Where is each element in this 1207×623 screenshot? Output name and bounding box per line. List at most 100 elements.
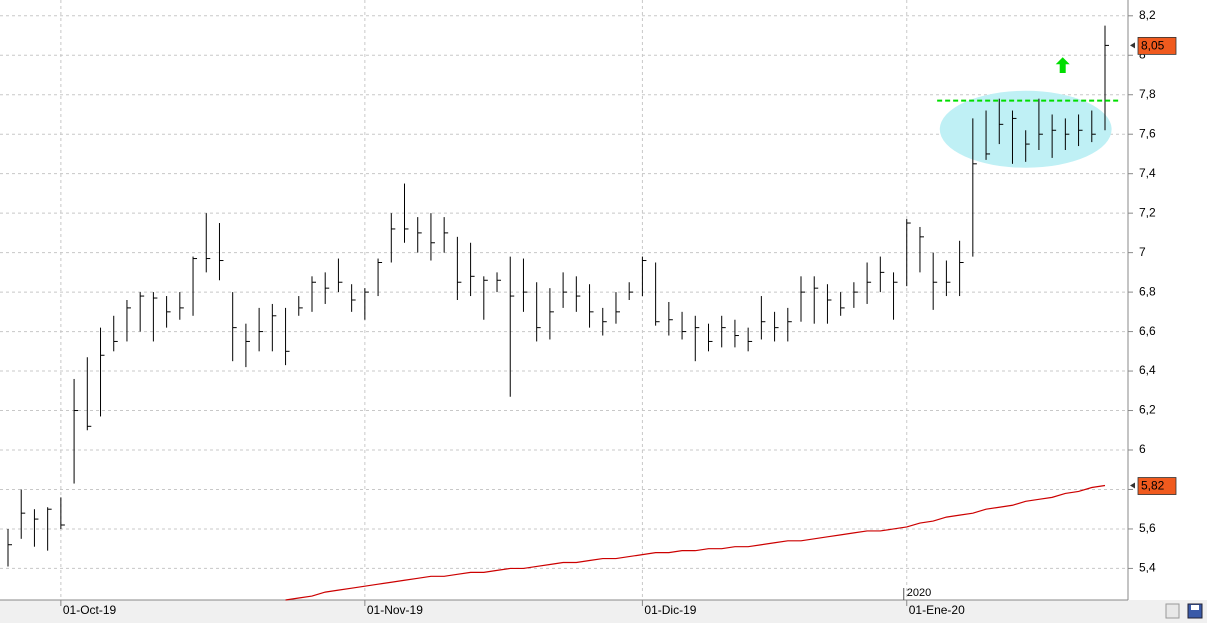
ohlc-bar — [430, 213, 435, 261]
ohlc-bar — [258, 307, 264, 352]
y-tick-label: 6,8 — [1139, 284, 1156, 298]
ohlc-bar — [1091, 110, 1096, 143]
ohlc-bar — [324, 272, 330, 304]
ohlc-bar — [1078, 114, 1083, 147]
ohlc-bar — [589, 284, 594, 328]
y-tick-label: 6,4 — [1139, 363, 1156, 377]
ohlc-bar — [285, 307, 290, 366]
y-tick-label: 7,4 — [1139, 166, 1156, 180]
ohlc-bar — [998, 98, 1004, 145]
year-label: 2020 — [907, 587, 931, 599]
ohlc-bar — [522, 258, 528, 312]
y-tick-label: 6,6 — [1139, 324, 1156, 338]
ohlc-bar — [959, 240, 964, 297]
refresh-icon[interactable] — [1165, 603, 1180, 619]
ohlc-bar — [945, 260, 951, 297]
ohlc-bar — [906, 219, 911, 287]
ohlc-bar — [311, 276, 316, 312]
ohlc-bar — [866, 262, 872, 304]
ohlc-bar — [681, 311, 687, 340]
ohlc-bar — [470, 242, 475, 297]
ohlc-bar — [86, 357, 92, 431]
ohlc-bar — [985, 110, 991, 160]
ohlc-bar — [456, 236, 462, 300]
ohlc-bar — [1104, 25, 1109, 131]
y-tick-label: 6,2 — [1139, 403, 1156, 417]
ohlc-bar — [787, 307, 792, 342]
ohlc-bar — [549, 288, 554, 340]
last-value-pointer — [1130, 42, 1135, 49]
ohlc-bar — [919, 226, 924, 273]
ohlc-bar — [126, 300, 131, 342]
ohlc-bar — [192, 256, 198, 316]
ohlc-bar — [734, 319, 739, 348]
x-tick-label: 01-Nov-19 — [367, 603, 423, 617]
ohlc-bar — [615, 292, 620, 324]
ohlc-bar — [1051, 114, 1057, 158]
ohlc-bar — [1011, 110, 1017, 164]
ohlc-bar — [826, 284, 832, 324]
ohlc-bar — [417, 217, 422, 253]
ohlc-bar — [166, 296, 171, 328]
ohlc-bar — [47, 507, 52, 551]
x-tick-label: 01-Dic-19 — [644, 603, 696, 617]
ohlc-bar — [668, 301, 673, 336]
ohlc-bar — [139, 292, 145, 332]
x-tick-label: 01-Ene-20 — [909, 603, 965, 617]
ohlc-bar — [879, 256, 885, 293]
ohlc-bar — [575, 276, 581, 312]
ohlc-bar — [73, 378, 79, 484]
ohlc-bar — [20, 489, 26, 539]
y-tick-label: 7 — [1139, 245, 1146, 259]
y-tick-label: 7,2 — [1139, 205, 1156, 219]
x-axis-strip — [0, 600, 1207, 623]
ohlc-bar — [298, 296, 303, 316]
ohlc-bar — [496, 272, 502, 293]
y-tick-label: 7,6 — [1139, 126, 1156, 140]
ohlc-bar — [747, 327, 753, 352]
ohlc-bar — [853, 282, 858, 308]
ohlc-bar — [694, 315, 700, 362]
last-value-label: 5,82 — [1141, 479, 1165, 493]
ohlc-bar — [721, 315, 726, 348]
ohlc-bar — [972, 118, 977, 257]
last-value-box — [1137, 36, 1177, 55]
ohlc-bar — [932, 252, 938, 310]
moving-average-line — [285, 484, 1106, 601]
ohlc-bar — [179, 292, 184, 320]
ohlc-bar — [655, 262, 660, 326]
ohlc-bar — [628, 282, 634, 300]
ohlc-bar — [232, 292, 237, 362]
ohlc-bar — [813, 276, 819, 324]
ohlc-bar — [404, 183, 409, 243]
ohlc-bar — [245, 323, 250, 368]
ohlc-bar — [377, 258, 383, 297]
toolbar-icons — [1165, 603, 1203, 619]
ohlc-bar — [205, 213, 211, 273]
ohlc-bar — [800, 276, 806, 322]
ohlc-bar — [562, 272, 568, 308]
ohlc-bar — [113, 315, 118, 352]
ohlc-bar — [364, 288, 369, 320]
bars — [7, 25, 1109, 567]
y-tick-label: 6 — [1139, 442, 1146, 456]
ohlc-bar — [707, 323, 713, 352]
ohlc-bar — [483, 276, 488, 320]
ohlc-bar — [1064, 118, 1070, 150]
ohlc-bar — [893, 272, 898, 320]
ohlc-bar — [152, 292, 158, 342]
ohlc-bar — [218, 223, 224, 281]
ohlc-bar — [443, 217, 449, 253]
ohlc-bar — [760, 296, 766, 340]
ohlc-bar — [271, 303, 277, 352]
highlight-ellipse — [939, 90, 1112, 168]
ohlc-bar — [1025, 130, 1030, 162]
ohlc-bar — [337, 258, 343, 293]
up-arrow — [1055, 57, 1070, 74]
ohlc-bar — [7, 528, 12, 567]
x-tick-label: 01-Oct-19 — [63, 603, 117, 617]
y-tick-label: 5,6 — [1139, 521, 1156, 535]
ohlc-bar — [840, 292, 845, 316]
ohlc-bar — [1038, 98, 1043, 150]
